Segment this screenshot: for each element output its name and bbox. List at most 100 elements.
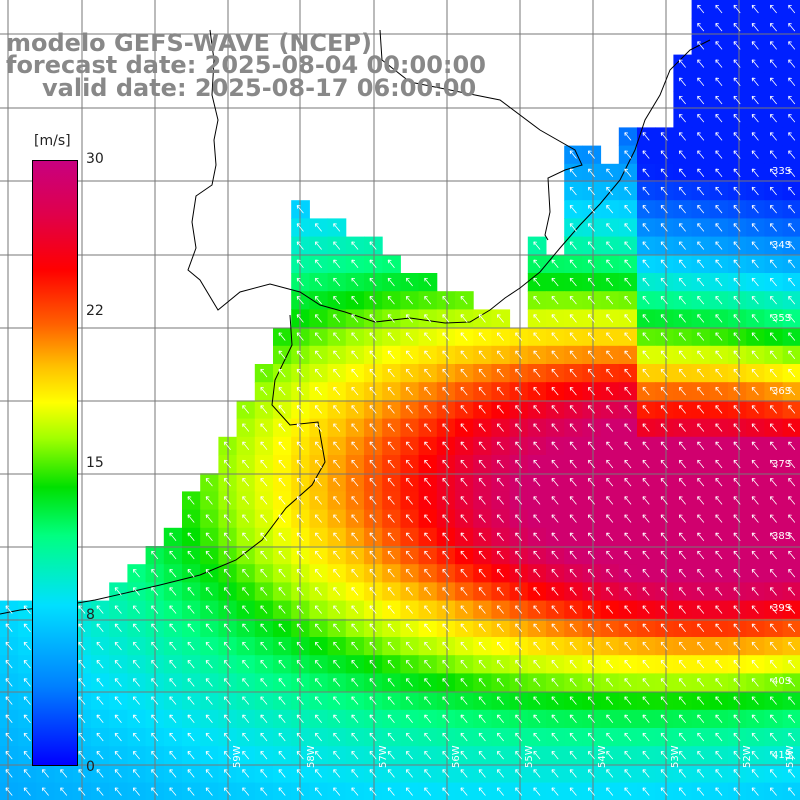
wind-arrow bbox=[660, 405, 668, 414]
wind-arrow bbox=[733, 59, 741, 68]
wind-arrow bbox=[278, 569, 286, 578]
wind-arrow bbox=[314, 587, 322, 596]
wind-arrow bbox=[496, 696, 504, 705]
wind-speed-cell bbox=[582, 782, 602, 800]
wind-arrow bbox=[697, 368, 705, 378]
wind-arrow bbox=[697, 332, 705, 341]
wind-arrow bbox=[642, 532, 650, 542]
coastline bbox=[187, 29, 711, 324]
lon-label-55w: 55W bbox=[524, 745, 535, 768]
wind-arrow bbox=[569, 660, 577, 669]
wind-arrow bbox=[569, 314, 577, 323]
wind-arrow bbox=[387, 350, 395, 360]
wind-arrow bbox=[569, 150, 577, 159]
wind-arrow bbox=[333, 387, 341, 396]
wind-arrow bbox=[533, 678, 541, 687]
wind-arrow bbox=[769, 587, 777, 596]
wind-arrow bbox=[715, 496, 723, 505]
wind-arrow bbox=[114, 787, 122, 796]
wind-arrow bbox=[751, 751, 759, 760]
wind-arrow bbox=[296, 587, 304, 596]
wind-arrow bbox=[333, 296, 341, 305]
wind-arrow bbox=[733, 95, 741, 105]
wind-arrow bbox=[442, 678, 450, 687]
wind-arrow bbox=[405, 478, 413, 487]
wind-arrow bbox=[788, 4, 796, 14]
wind-arrow bbox=[314, 241, 322, 250]
wind-arrow bbox=[642, 441, 650, 451]
wind-arrow bbox=[333, 241, 341, 250]
wind-arrow bbox=[424, 641, 432, 651]
wind-arrow bbox=[169, 714, 177, 724]
wind-arrow bbox=[460, 751, 468, 760]
wind-arrow bbox=[369, 587, 377, 596]
wind-arrow bbox=[551, 641, 559, 651]
wind-arrow bbox=[606, 186, 614, 196]
wind-arrow bbox=[751, 478, 759, 487]
wind-arrow bbox=[788, 623, 796, 633]
wind-arrow bbox=[515, 405, 523, 414]
wind-arrow bbox=[314, 223, 322, 232]
wind-arrow bbox=[278, 587, 286, 596]
wind-arrow bbox=[769, 641, 777, 651]
wind-arrow bbox=[769, 332, 777, 341]
wind-arrow bbox=[788, 550, 796, 560]
wind-arrow bbox=[569, 751, 577, 760]
wind-arrow bbox=[169, 605, 177, 614]
wind-arrow bbox=[387, 423, 395, 432]
wind-arrow bbox=[151, 641, 159, 651]
wind-arrow bbox=[551, 532, 559, 542]
colorbar-unit: [m/s] bbox=[34, 133, 71, 149]
wind-arrow bbox=[642, 350, 650, 360]
wind-arrow bbox=[788, 459, 796, 469]
wind-arrow bbox=[442, 569, 450, 578]
wind-arrow bbox=[788, 350, 796, 360]
wind-arrow bbox=[733, 114, 741, 123]
wind-speed-cell bbox=[782, 364, 800, 383]
wind-arrow bbox=[351, 714, 359, 724]
wind-arrow bbox=[151, 587, 159, 596]
wind-arrow bbox=[96, 605, 104, 614]
wind-arrow bbox=[205, 641, 213, 651]
wind-arrow bbox=[296, 423, 304, 432]
wind-arrow bbox=[533, 769, 541, 778]
wind-arrow bbox=[587, 514, 595, 523]
wind-arrow bbox=[678, 350, 686, 360]
wind-arrow bbox=[442, 623, 450, 633]
wind-arrow bbox=[551, 550, 559, 560]
wind-arrow bbox=[151, 714, 159, 724]
wind-arrow bbox=[369, 459, 377, 469]
wind-arrow bbox=[697, 423, 705, 432]
wind-arrow bbox=[660, 769, 668, 778]
wind-arrow bbox=[751, 23, 759, 32]
wind-arrow bbox=[515, 732, 523, 742]
wind-arrow bbox=[351, 332, 359, 341]
wind-arrow bbox=[769, 441, 777, 451]
wind-arrow bbox=[169, 550, 177, 560]
wind-arrow bbox=[769, 41, 777, 50]
wind-arrow bbox=[587, 550, 595, 560]
wind-arrow bbox=[533, 423, 541, 432]
wind-arrow bbox=[242, 514, 250, 523]
wind-arrow bbox=[678, 59, 686, 68]
wind-arrow bbox=[114, 714, 122, 724]
wind-arrow bbox=[78, 660, 86, 669]
wind-arrow bbox=[569, 678, 577, 687]
wind-arrow bbox=[624, 751, 632, 760]
wind-arrow bbox=[569, 350, 577, 360]
wind-arrow bbox=[751, 514, 759, 523]
wind-arrow bbox=[223, 550, 231, 560]
colorbar-tick-30: 30 bbox=[86, 151, 104, 167]
wind-speed-cell bbox=[709, 782, 729, 800]
wind-arrow bbox=[606, 387, 614, 396]
wind-arrow bbox=[96, 751, 104, 760]
wind-arrow bbox=[515, 423, 523, 432]
wind-arrow bbox=[642, 368, 650, 378]
wind-arrow bbox=[697, 569, 705, 578]
wind-arrow bbox=[606, 405, 614, 414]
wind-arrow bbox=[678, 441, 686, 451]
wind-arrow bbox=[442, 641, 450, 651]
wind-arrow bbox=[387, 296, 395, 305]
wind-arrow bbox=[715, 714, 723, 724]
wind-arrow bbox=[715, 77, 723, 87]
